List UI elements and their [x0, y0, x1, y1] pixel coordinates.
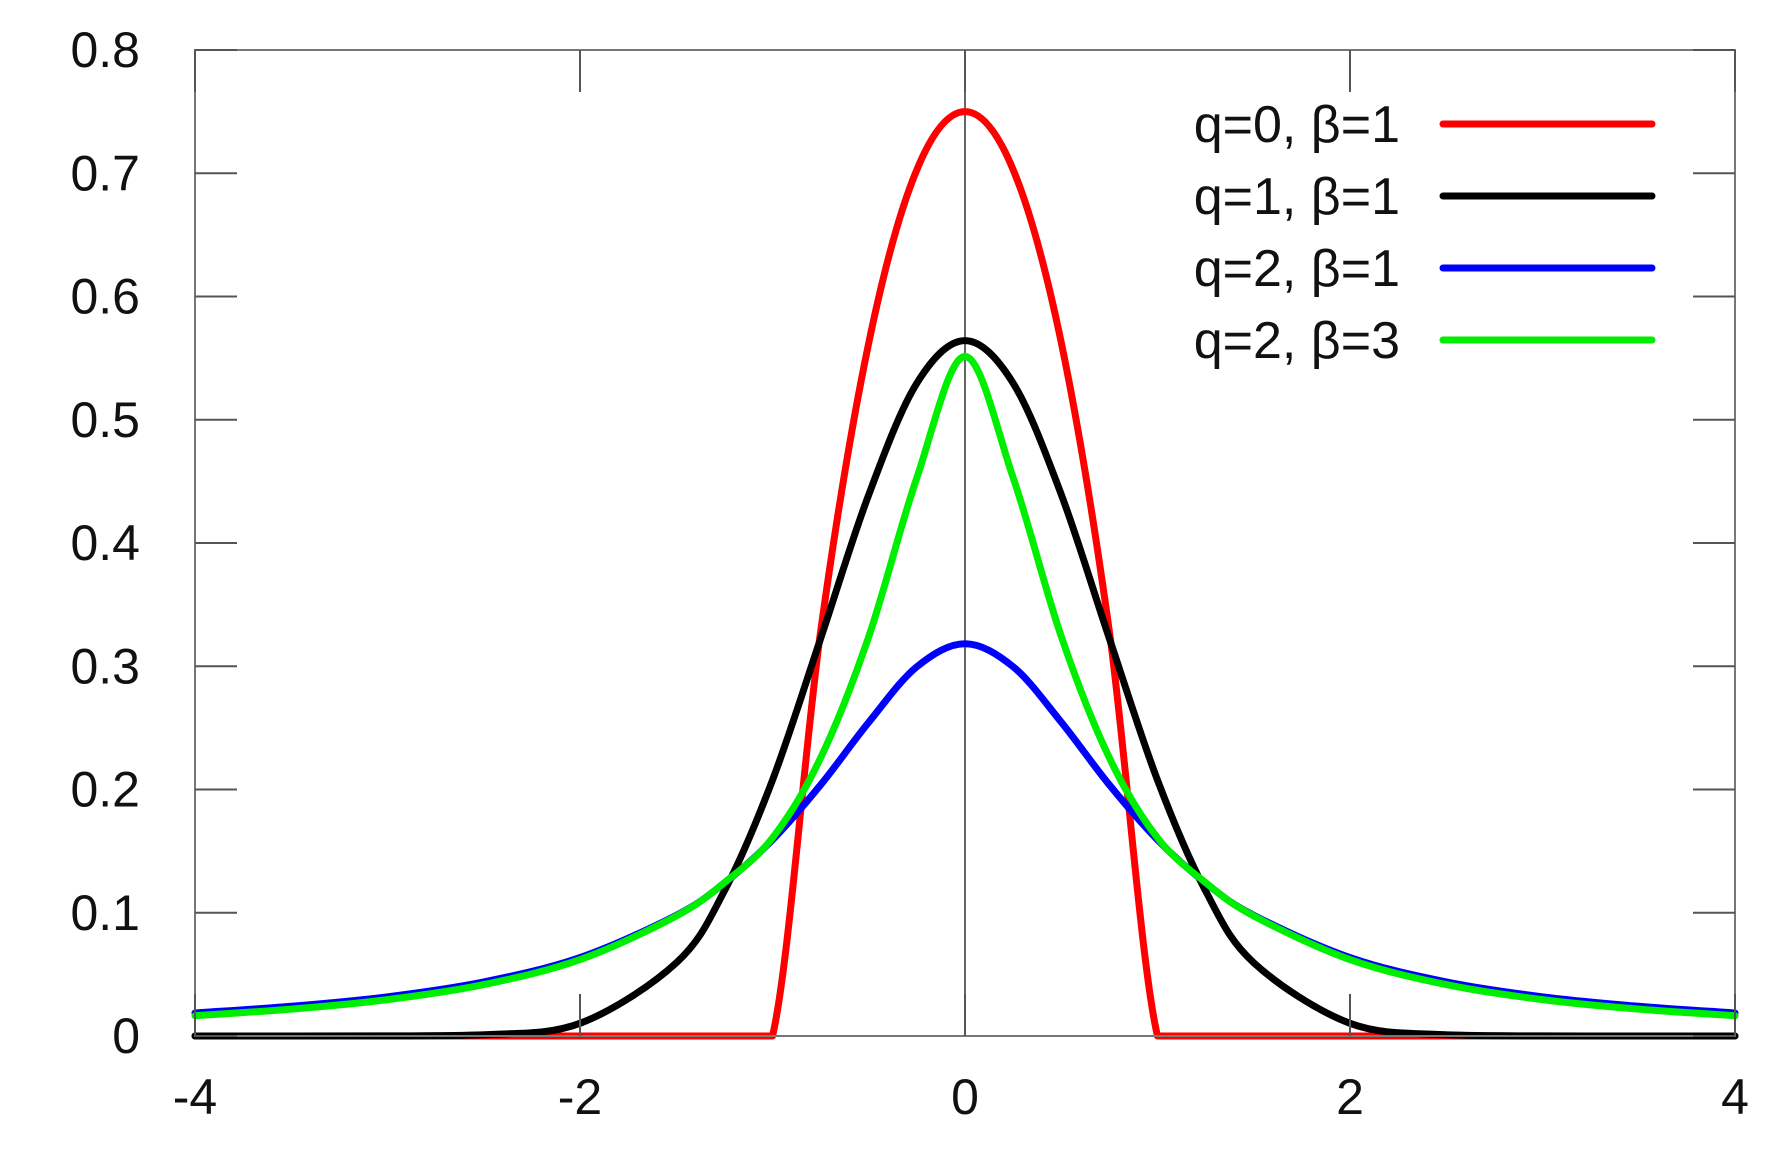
y-tick-label: 0.4	[70, 515, 140, 571]
y-tick-label: 0.3	[70, 638, 140, 694]
legend-label-q2-b1: q=2, β=1	[1194, 240, 1400, 298]
legend: q=0, β=1 q=1, β=1 q=2, β=1 q=2, β=3	[1194, 96, 1656, 370]
label-layer: -4 -2 0 2 4 0 0.1 0.2 0.3 0.4 0.5 0.6 0.7 0.8	[70, 22, 1748, 1125]
series-line-q2-b3	[191, 353, 1739, 1020]
y-tick-label: 0.8	[70, 22, 140, 78]
x-tick-label: 2	[1336, 1069, 1364, 1125]
legend-label-q1-b1: q=1, β=1	[1194, 168, 1400, 226]
x-tick-label: 0	[951, 1069, 979, 1125]
y-tick-label: 0	[112, 1008, 140, 1064]
x-tick-label: -2	[558, 1069, 602, 1125]
y-tick-label: 0.1	[70, 885, 140, 941]
x-tick-label: 4	[1721, 1069, 1749, 1125]
y-tick-label: 0.7	[70, 145, 140, 201]
y-tick-label: 0.2	[70, 762, 140, 818]
x-tick-label: -4	[173, 1069, 217, 1125]
y-tick-label: 0.5	[70, 392, 140, 448]
y-tick-label: 0.6	[70, 269, 140, 325]
legend-label-q0-b1: q=0, β=1	[1194, 96, 1400, 154]
legend-label-q2-b3: q=2, β=3	[1194, 312, 1400, 370]
tick-layer	[194, 49, 1736, 1037]
